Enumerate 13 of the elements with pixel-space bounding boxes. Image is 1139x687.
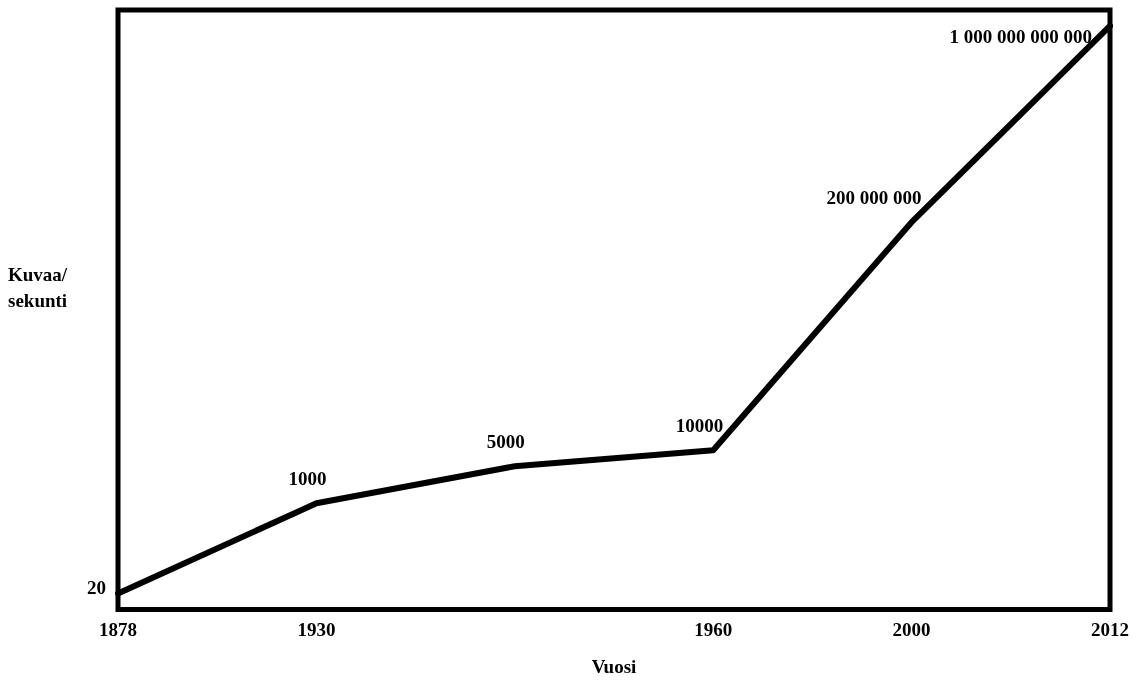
data-label: 200 000 000 <box>826 186 922 208</box>
x-tick-label: 2000 <box>892 618 931 640</box>
x-tick-label: 1960 <box>694 618 733 640</box>
x-tick-label: 1878 <box>99 618 137 640</box>
data-label: 20 <box>87 577 106 599</box>
x-tick-label: 1930 <box>297 618 336 640</box>
x-axis-title: Vuosi <box>591 655 637 677</box>
x-tick-label: 2012 <box>1091 618 1129 640</box>
y-axis-title: Kuvaa/ sekunti <box>8 263 69 313</box>
data-label: 1 000 000 000 000 <box>949 25 1092 47</box>
data-label: 10000 <box>675 414 724 436</box>
data-label: 5000 <box>486 430 525 452</box>
data-label: 1000 <box>288 467 327 489</box>
